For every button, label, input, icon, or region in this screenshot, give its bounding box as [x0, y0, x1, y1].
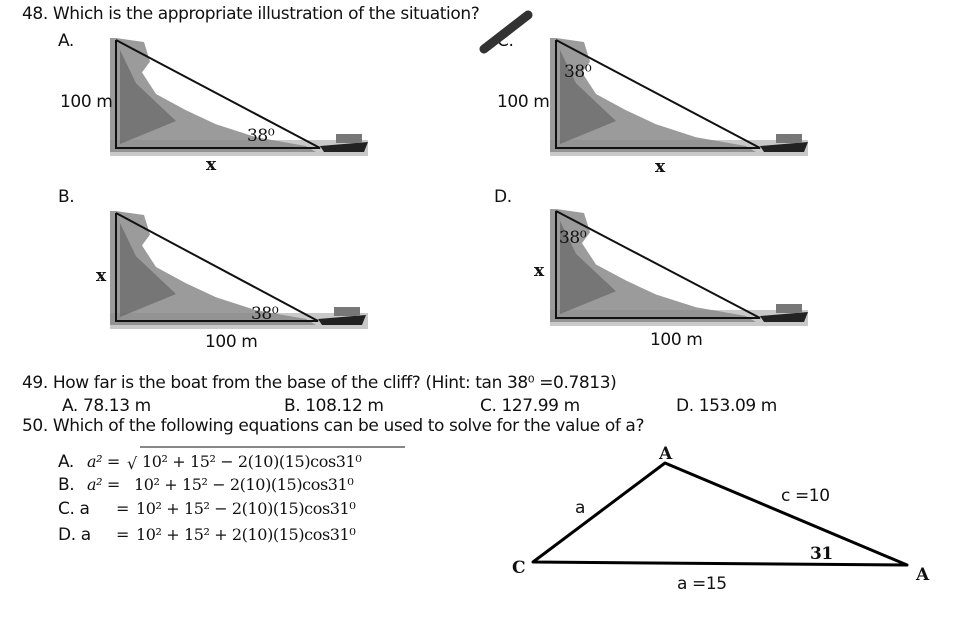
base-label: 100 m [650, 330, 702, 350]
boat [760, 312, 808, 322]
angle-label: 31 [810, 544, 833, 564]
vertex-label: A [658, 444, 673, 464]
boat-cabin [336, 134, 362, 143]
equation-lhs: a² = [87, 475, 120, 494]
cliff-shade [560, 50, 616, 144]
choice-label: D. a [58, 525, 91, 545]
option-letter: D. [494, 187, 512, 207]
side-label: x [534, 261, 545, 281]
equation-lhs: = [116, 525, 129, 544]
side-label: 100 m [497, 92, 549, 112]
choice-label: C. a [58, 499, 90, 519]
choice: D. 153.09 m [676, 396, 777, 416]
question-48: 48. Which is the appropriate illustratio… [22, 4, 479, 24]
question-49: 49. How far is the boat from the base of… [22, 373, 616, 393]
boat [318, 315, 366, 325]
equation-rhs: 10² + 15² − 2(10)(15)cos31⁰ [142, 452, 361, 471]
vertex-label: A [915, 565, 930, 585]
equation-rhs: 10² + 15² − 2(10)(15)cos31⁰ [136, 499, 355, 518]
angle-label: 38⁰ [251, 304, 279, 324]
side-label: a =15 [677, 574, 727, 594]
illustrations [110, 38, 808, 329]
angle-label: 38⁰ [559, 228, 587, 248]
triangle [555, 39, 761, 149]
vertex-label: C [512, 558, 525, 578]
triangle [531, 461, 909, 567]
boat [760, 142, 808, 152]
choice: B. 108.12 m [284, 396, 384, 416]
equation-lhs: = [116, 499, 129, 518]
base-label: 100 m [205, 332, 257, 352]
cliff-shade [560, 221, 616, 314]
boat-cabin [776, 304, 802, 313]
angle-label: 38⁰ [564, 62, 592, 82]
choice: A. 78.13 m [62, 396, 151, 416]
choice-label: A. [58, 452, 74, 472]
choice-label: B. [58, 475, 74, 495]
question-50: 50. Which of the following equations can… [22, 416, 644, 436]
option-letter: B. [58, 187, 74, 207]
equation-rhs: 10² + 15² − 2(10)(15)cos31⁰ [134, 475, 353, 494]
boat [320, 142, 368, 152]
base-label: x [206, 155, 217, 175]
radical: √ [127, 454, 138, 473]
angle-label: 38⁰ [247, 126, 275, 146]
choice: C. 127.99 m [480, 396, 580, 416]
equation-rhs: 10² + 15² + 2(10)(15)cos31⁰ [136, 525, 355, 544]
base-label: x [655, 157, 666, 177]
equation-lhs: a² = [87, 452, 120, 471]
option-letter: A. [58, 31, 74, 51]
boat-cabin [334, 307, 360, 316]
pen-mark [479, 10, 533, 54]
side-label: x [96, 266, 107, 286]
side-label: 100 m [60, 92, 112, 112]
side-label: c =10 [781, 486, 830, 506]
triangle [555, 210, 761, 319]
boat-cabin [776, 134, 802, 143]
triangle [115, 39, 321, 149]
triangle [115, 212, 319, 322]
cliff-shade [120, 50, 176, 144]
side-label: a [575, 498, 585, 518]
cliff-shade [120, 223, 176, 317]
